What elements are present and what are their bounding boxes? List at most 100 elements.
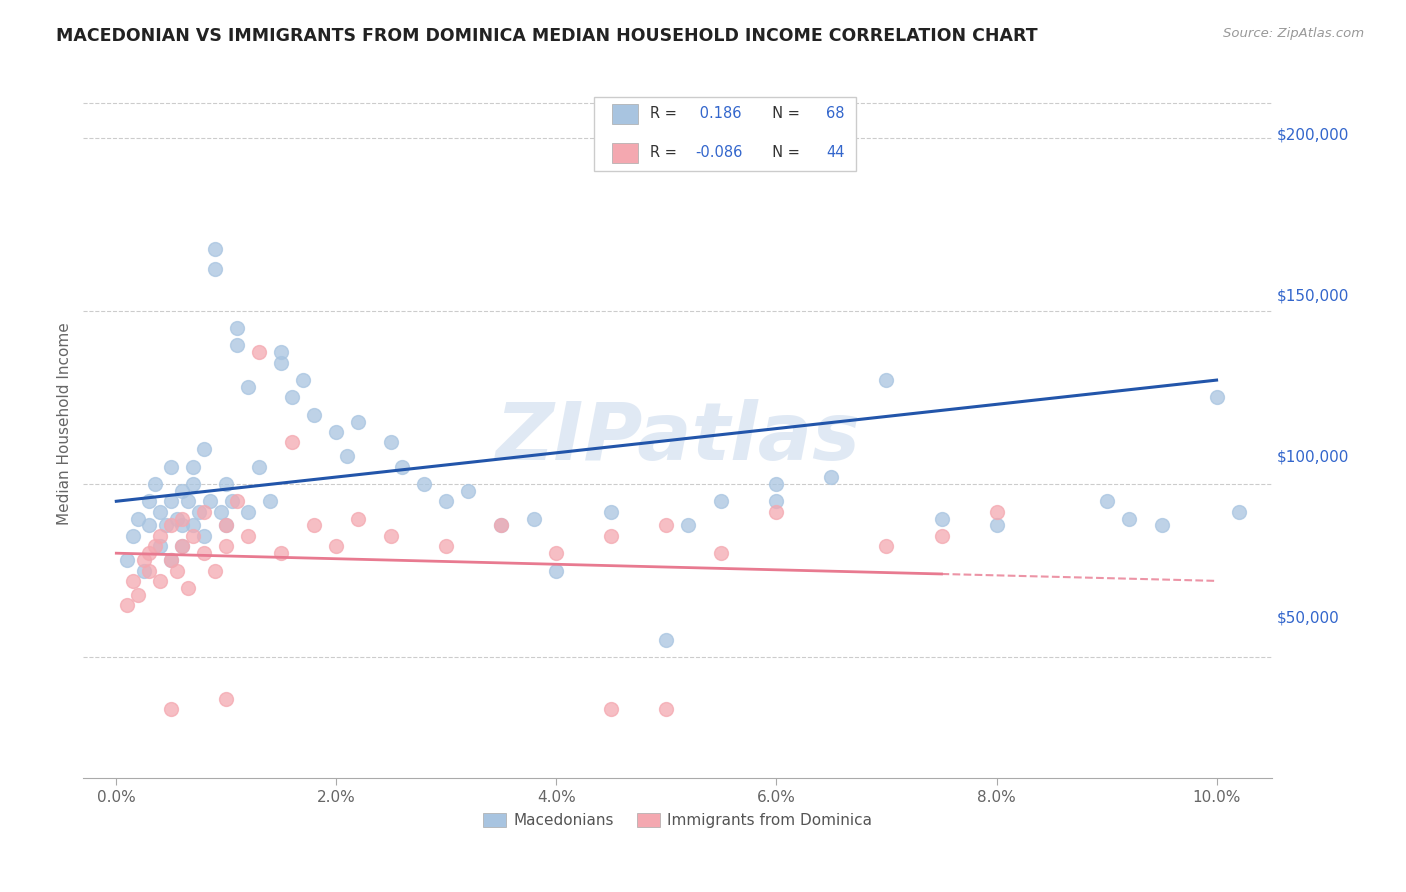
Legend: Macedonians, Immigrants from Dominica: Macedonians, Immigrants from Dominica xyxy=(477,806,879,834)
Point xyxy=(710,546,733,560)
Point xyxy=(149,574,172,588)
Point xyxy=(820,470,842,484)
Point xyxy=(655,632,678,647)
Point xyxy=(181,477,204,491)
Point xyxy=(876,539,898,553)
Point xyxy=(138,494,160,508)
Point xyxy=(172,483,194,498)
FancyBboxPatch shape xyxy=(612,143,638,163)
Text: MACEDONIAN VS IMMIGRANTS FROM DOMINICA MEDIAN HOUSEHOLD INCOME CORRELATION CHART: MACEDONIAN VS IMMIGRANTS FROM DOMINICA M… xyxy=(56,27,1038,45)
Point xyxy=(281,391,304,405)
Y-axis label: Median Household Income: Median Household Income xyxy=(58,322,72,524)
Text: ZIPatlas: ZIPatlas xyxy=(495,399,860,476)
Point xyxy=(215,539,238,553)
Point xyxy=(238,505,260,519)
Point xyxy=(434,494,457,508)
Point xyxy=(166,511,188,525)
Point xyxy=(336,450,359,464)
Point xyxy=(380,435,402,450)
Point xyxy=(177,581,200,595)
Point xyxy=(347,415,370,429)
Point xyxy=(187,505,209,519)
Point xyxy=(121,529,143,543)
Point xyxy=(765,477,787,491)
Text: Source: ZipAtlas.com: Source: ZipAtlas.com xyxy=(1223,27,1364,40)
Point xyxy=(209,505,232,519)
Point xyxy=(127,588,149,602)
Point xyxy=(546,546,568,560)
Point xyxy=(238,380,260,394)
Point xyxy=(304,408,326,422)
Point xyxy=(765,505,787,519)
Point xyxy=(413,477,436,491)
Point xyxy=(204,564,226,578)
Point xyxy=(117,598,139,612)
Point xyxy=(149,539,172,553)
Point xyxy=(259,494,281,508)
Point xyxy=(546,564,568,578)
Point xyxy=(143,477,166,491)
Point xyxy=(172,511,194,525)
Point xyxy=(325,425,347,439)
Point xyxy=(678,518,700,533)
Point xyxy=(138,518,160,533)
Text: R =: R = xyxy=(650,145,682,161)
Point xyxy=(876,373,898,387)
Point xyxy=(121,574,143,588)
Point xyxy=(226,338,249,352)
Text: N =: N = xyxy=(763,145,804,161)
Point xyxy=(181,459,204,474)
Point xyxy=(1118,511,1140,525)
Point xyxy=(600,529,623,543)
Text: 0.186: 0.186 xyxy=(695,106,742,121)
Point xyxy=(986,518,1008,533)
Point xyxy=(523,511,546,525)
Point xyxy=(117,553,139,567)
Point xyxy=(325,539,347,553)
Point xyxy=(710,494,733,508)
Point xyxy=(160,459,183,474)
Point xyxy=(226,494,249,508)
Point xyxy=(247,459,270,474)
Point xyxy=(181,529,204,543)
Point xyxy=(198,494,221,508)
Point xyxy=(491,518,513,533)
Point xyxy=(127,511,149,525)
Point xyxy=(491,518,513,533)
Point xyxy=(292,373,315,387)
Point xyxy=(155,518,177,533)
Point xyxy=(160,553,183,567)
Point xyxy=(143,539,166,553)
Point xyxy=(149,505,172,519)
Point xyxy=(434,539,457,553)
Text: 68: 68 xyxy=(825,106,845,121)
Point xyxy=(172,539,194,553)
Point xyxy=(138,564,160,578)
Point xyxy=(931,529,953,543)
Point xyxy=(204,262,226,277)
Point xyxy=(132,564,155,578)
Point xyxy=(1150,518,1173,533)
Point xyxy=(655,702,678,716)
Point xyxy=(765,494,787,508)
Point xyxy=(655,518,678,533)
Point xyxy=(193,442,215,457)
Point xyxy=(270,356,292,370)
Point xyxy=(193,529,215,543)
Point xyxy=(281,435,304,450)
Text: N =: N = xyxy=(763,106,804,121)
Point xyxy=(160,553,183,567)
Point xyxy=(215,518,238,533)
Point xyxy=(132,553,155,567)
Point xyxy=(193,546,215,560)
Point xyxy=(204,242,226,256)
Point xyxy=(172,539,194,553)
Point xyxy=(138,546,160,560)
Point xyxy=(215,691,238,706)
Point xyxy=(380,529,402,543)
Point xyxy=(160,494,183,508)
Point xyxy=(215,477,238,491)
Point xyxy=(270,345,292,359)
Point xyxy=(986,505,1008,519)
Point xyxy=(247,345,270,359)
